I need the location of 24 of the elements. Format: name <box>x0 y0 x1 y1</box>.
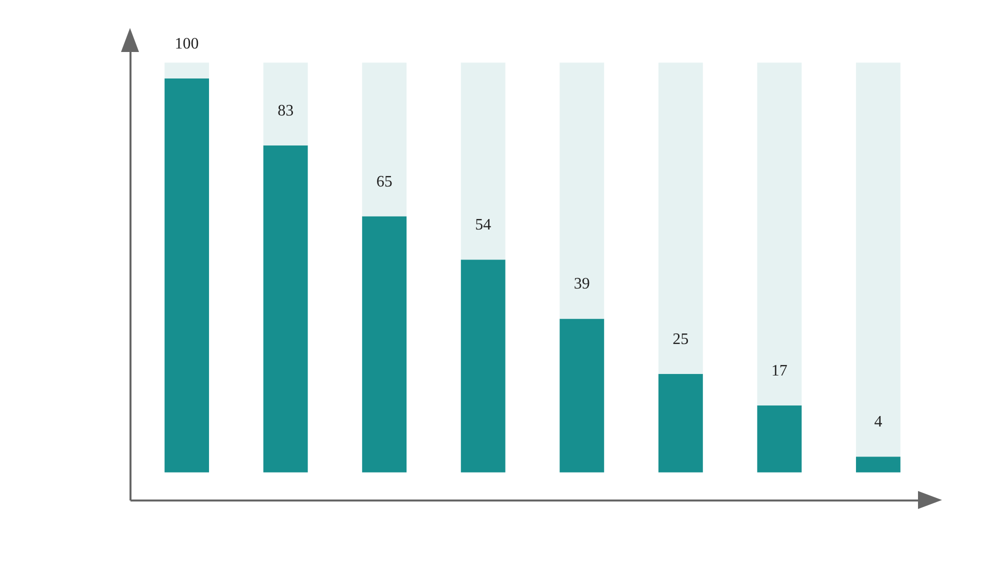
bar <box>362 216 407 472</box>
bar <box>658 374 703 472</box>
bar <box>757 62 802 406</box>
data-label: 39 <box>574 276 590 293</box>
bar <box>263 145 308 472</box>
bar <box>560 62 604 319</box>
data-label: 54 <box>475 216 492 234</box>
bar <box>164 62 210 78</box>
bar <box>460 62 506 260</box>
data-label: 17 <box>771 362 788 380</box>
bar <box>856 456 900 472</box>
data-label: 83 <box>278 102 294 120</box>
bar <box>856 62 900 457</box>
bar <box>164 78 210 472</box>
data-label: 4 <box>874 414 882 431</box>
bar <box>460 260 506 472</box>
bar <box>560 318 604 472</box>
bar <box>658 62 703 374</box>
data-label: 65 <box>376 173 392 190</box>
bar <box>362 62 407 216</box>
bar <box>757 405 802 472</box>
bar <box>263 62 308 146</box>
data-label: 100 <box>174 35 199 52</box>
data-label: 25 <box>672 330 689 348</box>
